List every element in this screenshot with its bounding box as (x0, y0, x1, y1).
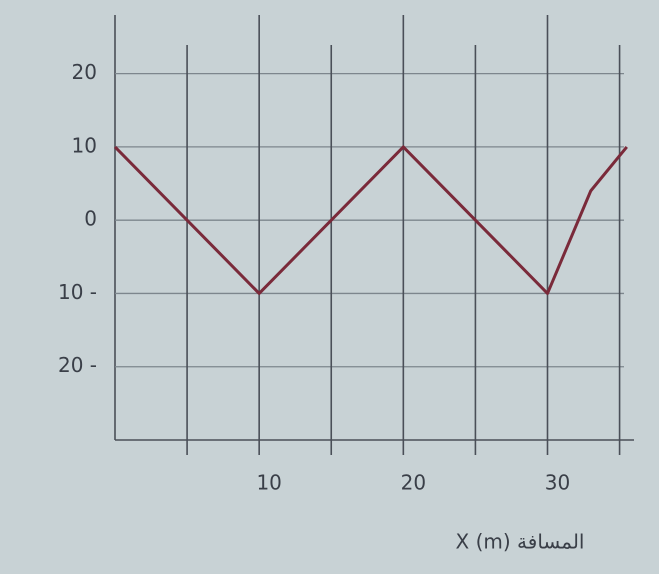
page: X (m) المسافة 2010010 -20 -102030 (() =>… (0, 0, 659, 574)
y-tick-label: 10 (72, 133, 97, 157)
x-tick-label: 10 (256, 471, 281, 495)
x-axis-label: X (m) المسافة (456, 530, 585, 554)
y-tick-label: 0 (84, 207, 97, 231)
y-tick-label: 20 - (58, 353, 97, 377)
x-tick-label: 20 (401, 471, 426, 495)
y-tick-label: 20 (72, 60, 97, 84)
y-tick-label: 10 - (58, 280, 97, 304)
chart: X (m) المسافة 20 10 0 10 - 20 - 10 20 30 (0, 0, 659, 574)
x-tick-label: 30 (545, 471, 570, 495)
